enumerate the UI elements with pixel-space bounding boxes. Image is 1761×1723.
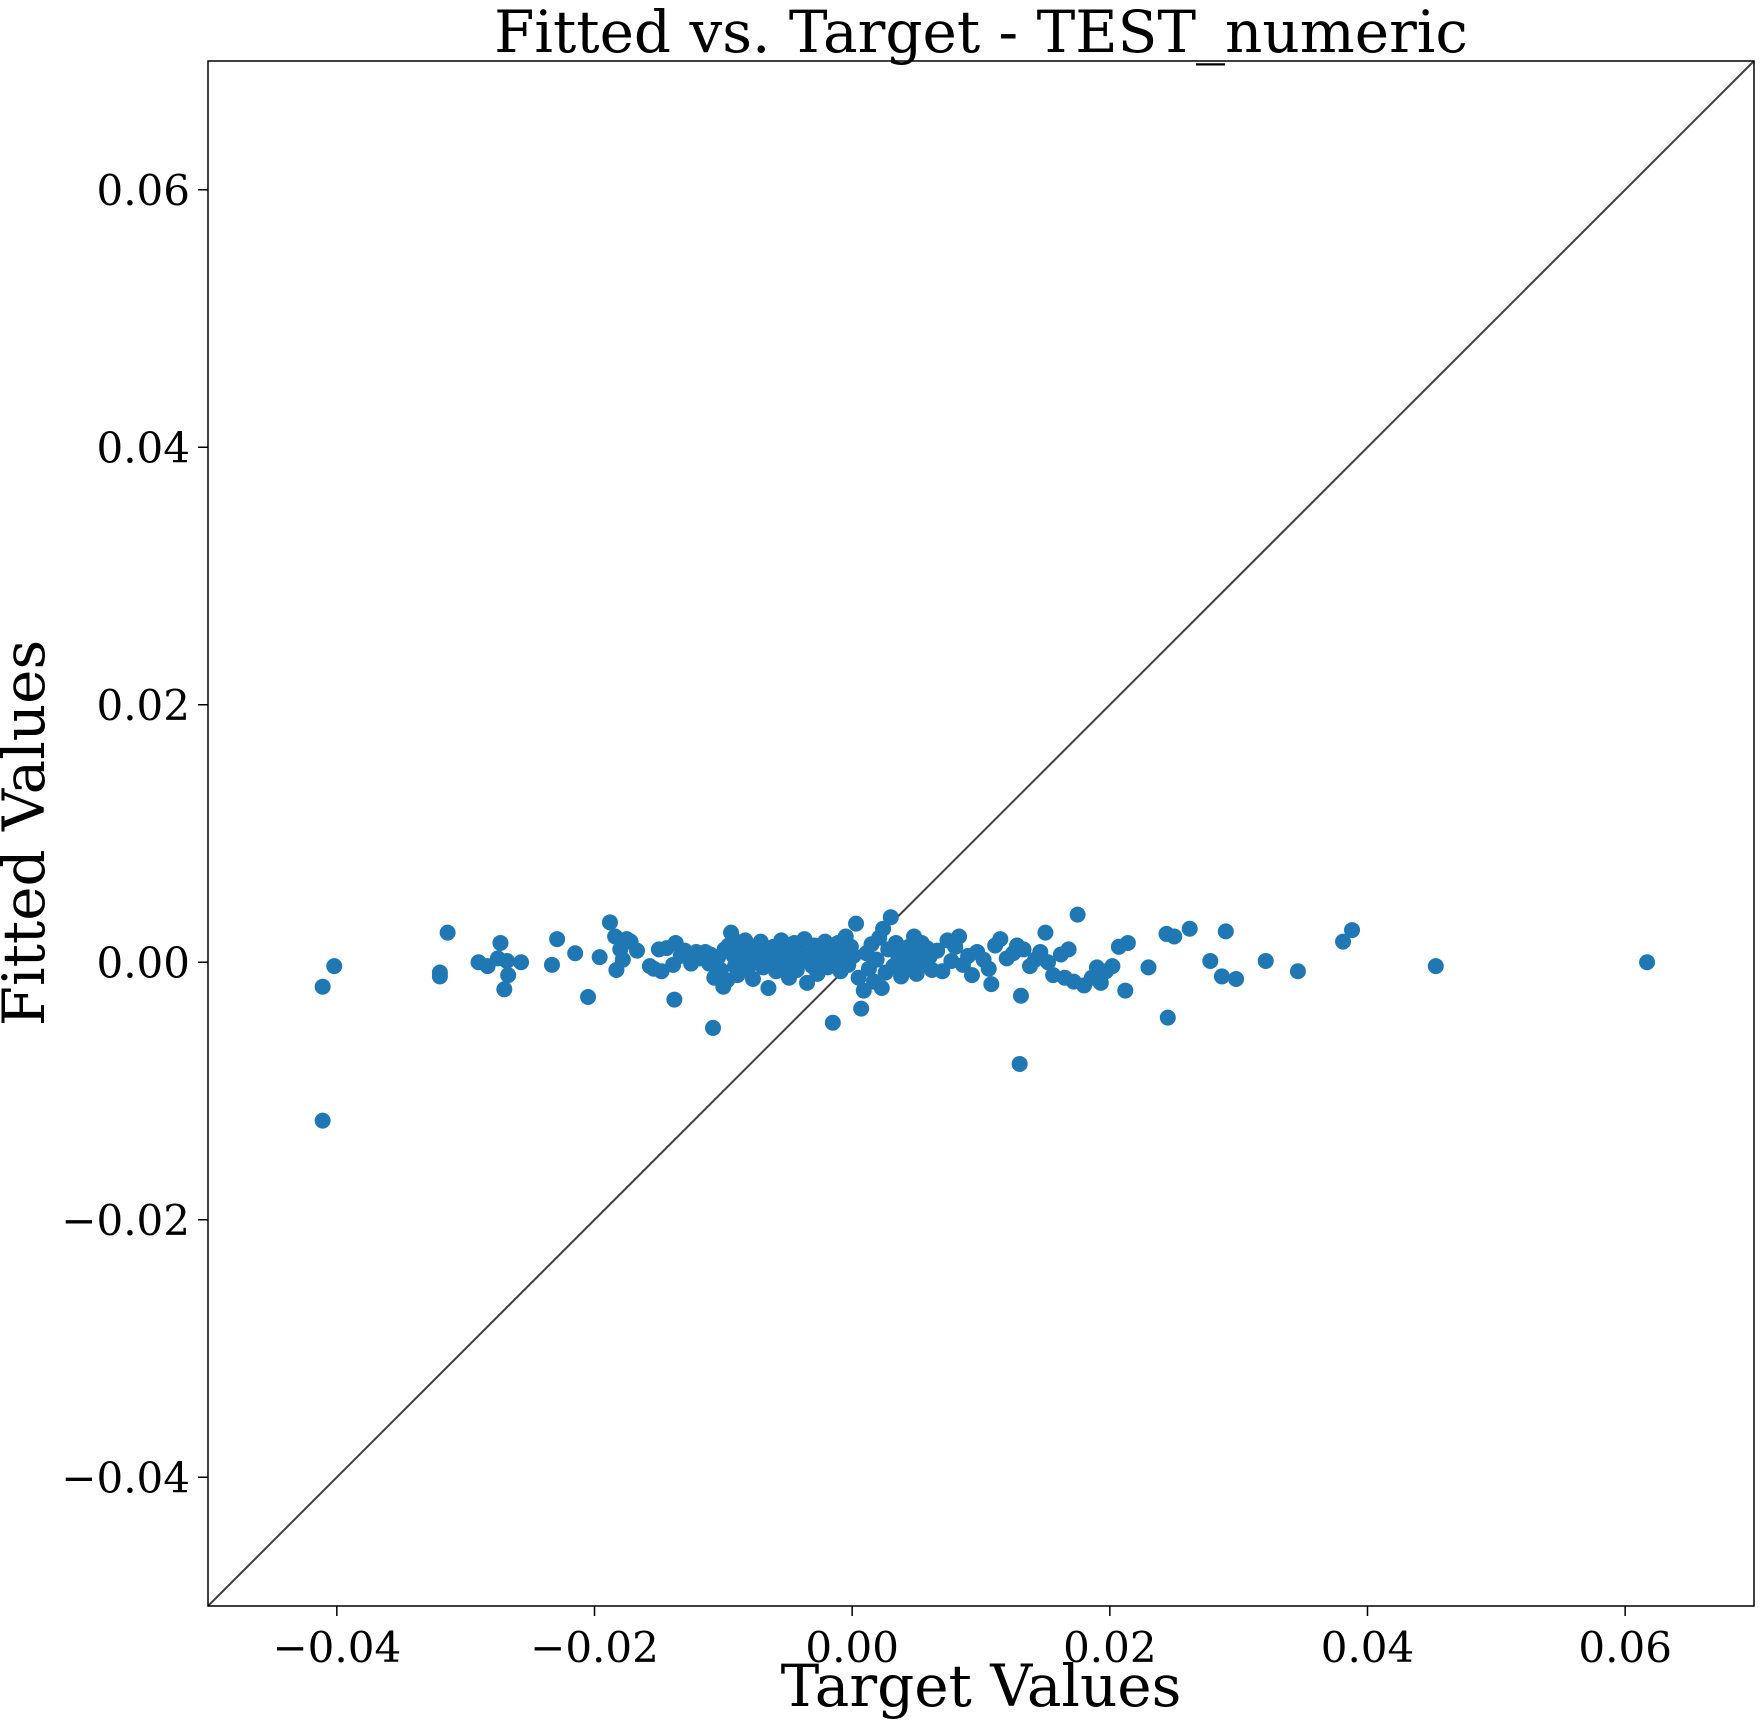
y-tick-label: 0.04: [96, 423, 190, 472]
data-point: [1427, 958, 1444, 975]
data-point: [314, 1112, 331, 1129]
data-point: [853, 1000, 870, 1017]
data-point: [1639, 954, 1656, 971]
reference-line: [207, 60, 1755, 1607]
x-axis-ticks: −0.04 −0.02 0.00 0.02 0.04 0.06: [272, 1606, 1672, 1672]
chart-title: Fitted vs. Target - TEST_numeric: [494, 0, 1468, 66]
data-point: [326, 958, 343, 975]
data-point: [744, 970, 761, 987]
x-tick-label: −0.02: [530, 1623, 659, 1672]
data-point: [848, 915, 865, 932]
data-point: [498, 952, 515, 969]
data-point: [824, 1014, 841, 1031]
x-tick-label: 0.06: [1578, 1623, 1672, 1672]
data-point: [543, 956, 560, 973]
data-point: [666, 991, 683, 1008]
data-point: [1011, 1055, 1028, 1072]
data-point: [1039, 954, 1056, 971]
data-point: [1181, 920, 1198, 937]
data-point: [934, 963, 951, 980]
data-point: [629, 942, 646, 959]
data-point: [1117, 982, 1134, 999]
data-point: [1119, 934, 1136, 951]
data-point: [500, 967, 517, 984]
data-point: [601, 914, 618, 931]
data-point: [314, 978, 331, 995]
data-point: [882, 909, 899, 926]
data-point: [1140, 959, 1157, 976]
data-point: [951, 928, 968, 945]
data-point: [845, 947, 862, 964]
data-point: [963, 967, 980, 984]
data-point: [855, 982, 872, 999]
data-point: [1012, 987, 1029, 1004]
data-point: [614, 951, 631, 968]
data-point: [676, 942, 693, 959]
y-tick-label: −0.04: [61, 1453, 190, 1502]
data-point: [705, 1019, 722, 1036]
data-point: [1060, 941, 1077, 958]
data-point: [760, 980, 777, 996]
data-point: [591, 949, 608, 966]
x-tick-label: 0.04: [1321, 1623, 1415, 1672]
data-point: [799, 974, 816, 991]
data-point: [1289, 963, 1306, 980]
data-point: [513, 954, 530, 971]
data-point: [1104, 958, 1121, 975]
y-axis-ticks: −0.04 −0.02 0.00 0.02 0.04 0.06: [61, 166, 208, 1502]
x-tick-label: −0.04: [272, 1623, 401, 1672]
data-point: [992, 931, 1009, 948]
x-tick-label: 0.02: [1063, 1623, 1157, 1672]
data-point: [549, 931, 566, 948]
data-point: [983, 976, 1000, 993]
data-point: [1217, 923, 1234, 940]
plot-frame: [207, 60, 1755, 1607]
y-tick-label: 0.02: [96, 681, 190, 730]
data-point: [1335, 933, 1352, 950]
y-tick-label: 0.00: [96, 938, 190, 987]
y-axis-label: Fitted Values: [0, 640, 58, 1026]
data-point: [580, 989, 597, 1006]
data-point: [850, 969, 867, 986]
data-point: [1159, 1009, 1176, 1026]
data-point: [1213, 968, 1230, 985]
data-point: [1257, 952, 1274, 969]
data-point: [1037, 924, 1054, 941]
points-layer: [314, 906, 1656, 1129]
reference-line-layer: [207, 60, 1755, 1607]
data-point: [1202, 952, 1219, 969]
y-tick-label: −0.02: [61, 1196, 190, 1245]
data-point: [868, 951, 885, 968]
data-point: [1344, 922, 1361, 939]
data-point: [875, 920, 892, 937]
data-point: [1069, 906, 1086, 923]
data-point: [567, 945, 584, 962]
data-point: [1228, 970, 1245, 987]
y-tick-label: 0.06: [96, 166, 190, 215]
data-point: [929, 942, 946, 959]
data-point: [1166, 928, 1183, 945]
data-point: [439, 924, 456, 941]
data-point: [496, 981, 513, 998]
x-axis-label: Target Values: [781, 1652, 1182, 1720]
data-point: [1015, 941, 1032, 958]
data-point: [492, 934, 509, 951]
data-point: [431, 968, 448, 985]
data-point: [873, 980, 890, 996]
data-point: [980, 960, 997, 977]
x-tick-label: 0.00: [805, 1623, 899, 1672]
